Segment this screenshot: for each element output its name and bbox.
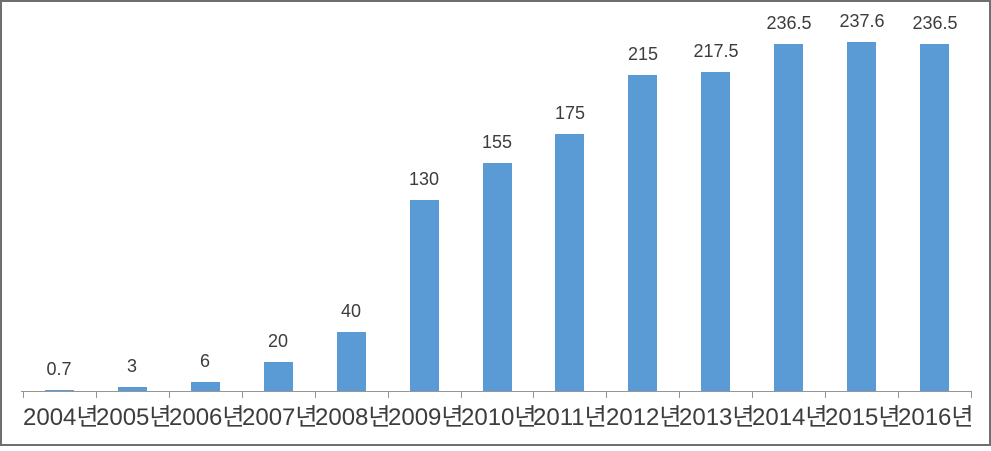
bar-value-label: 40 — [340, 301, 362, 321]
bar-2015년 — [847, 42, 876, 391]
x-axis-tick — [96, 391, 97, 398]
bar-value-label: 6 — [199, 351, 210, 371]
x-axis-tick — [752, 391, 753, 398]
bar-2014년 — [774, 44, 803, 391]
x-axis-label: 2010년 — [461, 404, 537, 431]
x-axis-line — [21, 391, 972, 392]
x-axis-tick — [23, 391, 24, 398]
bar-2013년 — [701, 72, 730, 391]
x-axis-tick — [606, 391, 607, 398]
bar-2005년 — [118, 387, 147, 391]
x-axis-tick — [388, 391, 389, 398]
bar-2010년 — [483, 163, 512, 391]
bar-value-label: 215 — [627, 44, 659, 64]
x-axis-label: 2004년 — [23, 404, 99, 431]
bar-2008년 — [337, 332, 366, 391]
bar-value-label: 20 — [267, 331, 289, 351]
x-axis-tick — [898, 391, 899, 398]
bar-value-label: 175 — [554, 103, 586, 123]
x-axis-tick — [679, 391, 680, 398]
bar-value-label: 236.5 — [766, 13, 812, 33]
x-axis-label: 2008년 — [315, 404, 391, 431]
x-axis-label: 2013년 — [679, 404, 755, 431]
x-axis-label: 2014년 — [752, 404, 828, 431]
bar-2016년 — [920, 44, 949, 391]
bar-2011년 — [555, 134, 584, 391]
bar-value-label: 155 — [481, 132, 513, 152]
bar-2012년 — [628, 75, 657, 391]
x-axis-tick — [825, 391, 826, 398]
bar-value-label: 236.5 — [912, 13, 958, 33]
x-axis-tick — [242, 391, 243, 398]
bar-2007년 — [264, 362, 293, 391]
x-axis-label: 2012년 — [606, 404, 682, 431]
x-axis-label: 2005년 — [96, 404, 172, 431]
x-axis-label: 2016년 — [898, 404, 974, 431]
bar-2009년 — [410, 200, 439, 391]
bar-value-label: 3 — [126, 356, 137, 376]
x-axis-tick — [461, 391, 462, 398]
x-axis-label: 2006년 — [169, 404, 245, 431]
x-axis-tick — [315, 391, 316, 398]
x-axis-tick — [971, 391, 972, 398]
x-axis-label: 2015년 — [825, 404, 901, 431]
bar-value-label: 130 — [408, 169, 440, 189]
bar-2004년 — [45, 390, 74, 391]
bar-2006년 — [191, 382, 220, 391]
x-axis-tick — [169, 391, 170, 398]
x-axis-label: 2011년 — [533, 404, 607, 431]
x-axis-label: 2009년 — [388, 404, 464, 431]
bar-value-label: 217.5 — [693, 41, 739, 61]
bar-value-label: 0.7 — [46, 359, 72, 379]
x-axis-tick — [533, 391, 534, 398]
x-axis-label: 2007년 — [242, 404, 318, 431]
bar-value-label: 237.6 — [839, 11, 885, 31]
